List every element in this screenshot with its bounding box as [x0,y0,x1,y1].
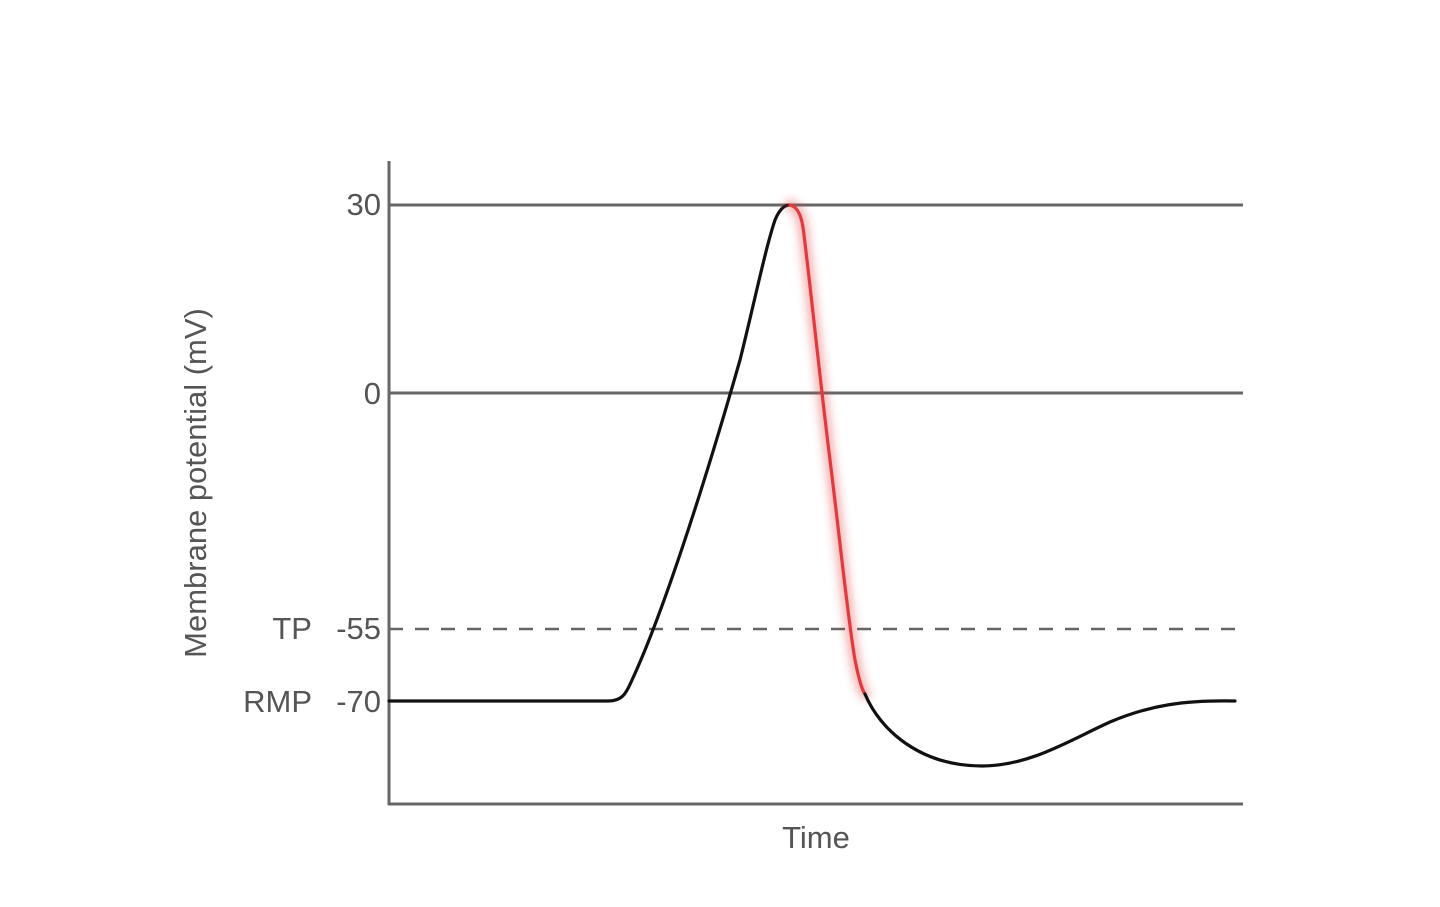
y-tick-minus-55: -55 [336,611,381,646]
curve-repolarization [788,203,867,696]
y-tick-tp-prefix: TP [272,611,312,646]
y-tick-30: 30 [347,187,381,222]
y-tick-rmp-prefix: RMP [243,684,312,719]
curve-resting-depolarization [387,203,792,703]
y-tick-minus-70: -70 [336,684,381,719]
y-tick-0: 0 [364,376,381,411]
y-axis-label: Membrane potential (mV) [178,308,213,658]
curve-hyperpolarization [863,692,1237,768]
x-axis-label: Time [782,820,850,855]
